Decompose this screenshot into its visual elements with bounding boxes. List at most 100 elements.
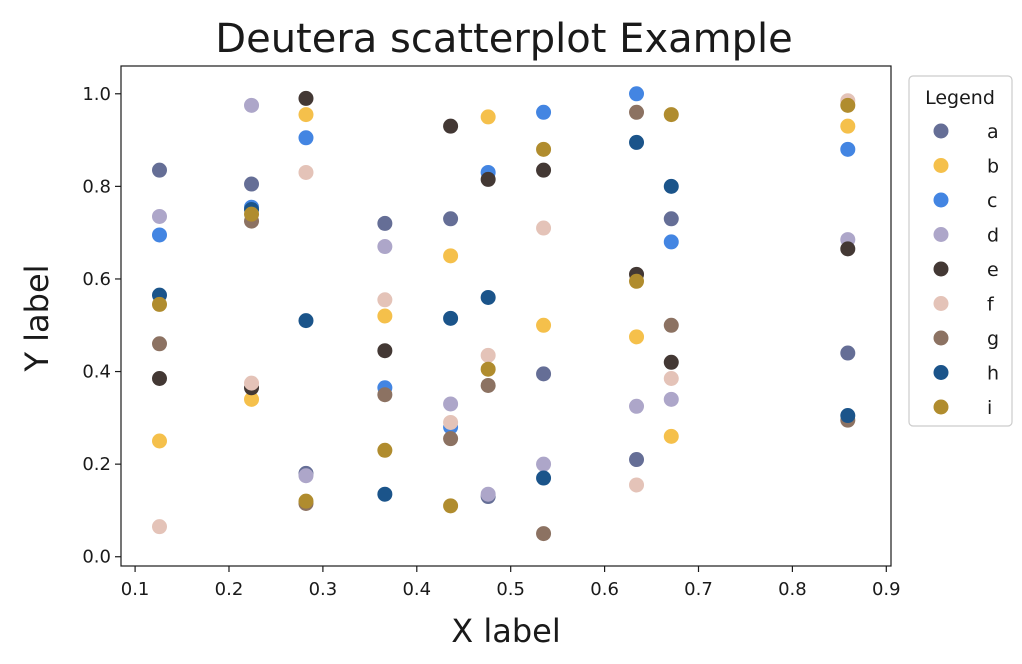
point-d: [377, 239, 393, 255]
legend-marker-c: [933, 192, 949, 208]
point-h: [443, 310, 459, 326]
point-i: [377, 442, 393, 458]
point-c: [663, 234, 679, 250]
point-a: [536, 366, 552, 382]
point-b: [152, 433, 167, 449]
point-f: [298, 164, 314, 180]
point-a: [840, 345, 856, 361]
legend-marker-a: [933, 123, 949, 139]
point-c: [152, 227, 167, 243]
point-f: [443, 414, 459, 430]
point-e: [152, 371, 167, 386]
point-h: [663, 178, 679, 194]
point-g: [480, 377, 496, 393]
point-b: [377, 308, 393, 324]
point-e: [443, 118, 459, 134]
point-g: [629, 104, 645, 120]
point-g: [663, 317, 679, 333]
plot-area: [120, 65, 892, 567]
point-a: [663, 211, 679, 227]
point-a: [152, 162, 167, 178]
point-e: [536, 162, 552, 178]
legend-marker-i: [933, 399, 949, 415]
point-i: [629, 273, 645, 289]
legend-marker-d: [933, 227, 949, 242]
point-d: [298, 468, 314, 484]
point-i: [244, 206, 260, 222]
point-b: [480, 109, 496, 125]
point-e: [480, 171, 496, 187]
point-f: [629, 477, 645, 493]
legend-marker-b: [933, 158, 949, 173]
legend-label-b: b: [987, 156, 999, 178]
point-i: [663, 107, 679, 123]
legend-label-g: g: [987, 328, 999, 350]
point-f: [480, 347, 496, 363]
x-tick-label: 0.2: [215, 579, 244, 600]
y-tick-label: 0.8: [82, 176, 111, 197]
point-d: [443, 396, 459, 412]
y-tick-label: 0.0: [82, 547, 111, 568]
legend-marker-h: [933, 365, 949, 380]
point-f: [536, 220, 552, 236]
point-a: [244, 176, 260, 192]
point-a: [443, 211, 459, 227]
point-i: [536, 141, 552, 157]
legend-label-e: e: [987, 259, 999, 281]
point-g: [377, 387, 393, 403]
point-i: [480, 361, 496, 377]
point-c: [840, 141, 856, 157]
y-axis: 0.0 0.2 0.4 0.6 0.8 1.0: [82, 84, 121, 568]
x-tick-label: 0.8: [778, 579, 807, 600]
legend-label-i: i: [987, 397, 992, 419]
legend-title: Legend: [925, 87, 995, 109]
point-b: [663, 428, 679, 444]
point-f: [244, 375, 260, 391]
point-d: [663, 391, 679, 407]
chart-title: Deutera scatterplot Example: [215, 16, 792, 62]
legend-label-c: c: [987, 190, 997, 212]
point-d: [244, 97, 260, 113]
data-points: [152, 86, 856, 542]
point-a: [377, 215, 393, 231]
x-tick-label: 0.3: [309, 579, 338, 600]
point-h: [377, 486, 393, 502]
x-axis: 0.1 0.2 0.3 0.4 0.5 0.6 0.7 0.8 0.9: [121, 566, 901, 600]
legend-marker-f: [933, 296, 949, 311]
y-tick-label: 1.0: [82, 84, 111, 105]
point-b: [244, 391, 260, 407]
x-tick-label: 0.9: [872, 579, 901, 600]
point-g: [443, 431, 459, 447]
legend-label-f: f: [987, 294, 995, 316]
point-g: [536, 526, 552, 542]
point-f: [377, 292, 393, 308]
point-b: [629, 329, 645, 345]
y-tick-label: 0.6: [82, 269, 111, 290]
point-i: [298, 493, 314, 509]
point-e: [298, 90, 314, 106]
point-b: [298, 107, 314, 123]
point-g: [152, 336, 167, 352]
point-d: [536, 456, 552, 472]
point-f: [663, 371, 679, 386]
y-tick-label: 0.2: [82, 454, 111, 475]
point-c: [298, 130, 314, 146]
point-b: [443, 248, 459, 264]
x-tick-label: 0.5: [496, 579, 525, 600]
point-h: [840, 408, 856, 424]
point-h: [536, 470, 552, 486]
point-e: [663, 354, 679, 370]
x-tick-label: 0.1: [121, 579, 150, 600]
point-h: [298, 313, 314, 329]
point-i: [152, 296, 167, 312]
legend-marker-e: [933, 261, 949, 277]
point-f: [152, 519, 167, 535]
legend-label-a: a: [987, 121, 999, 143]
point-c: [536, 104, 552, 120]
point-h: [629, 134, 645, 150]
point-c: [629, 86, 645, 102]
point-d: [152, 208, 167, 224]
